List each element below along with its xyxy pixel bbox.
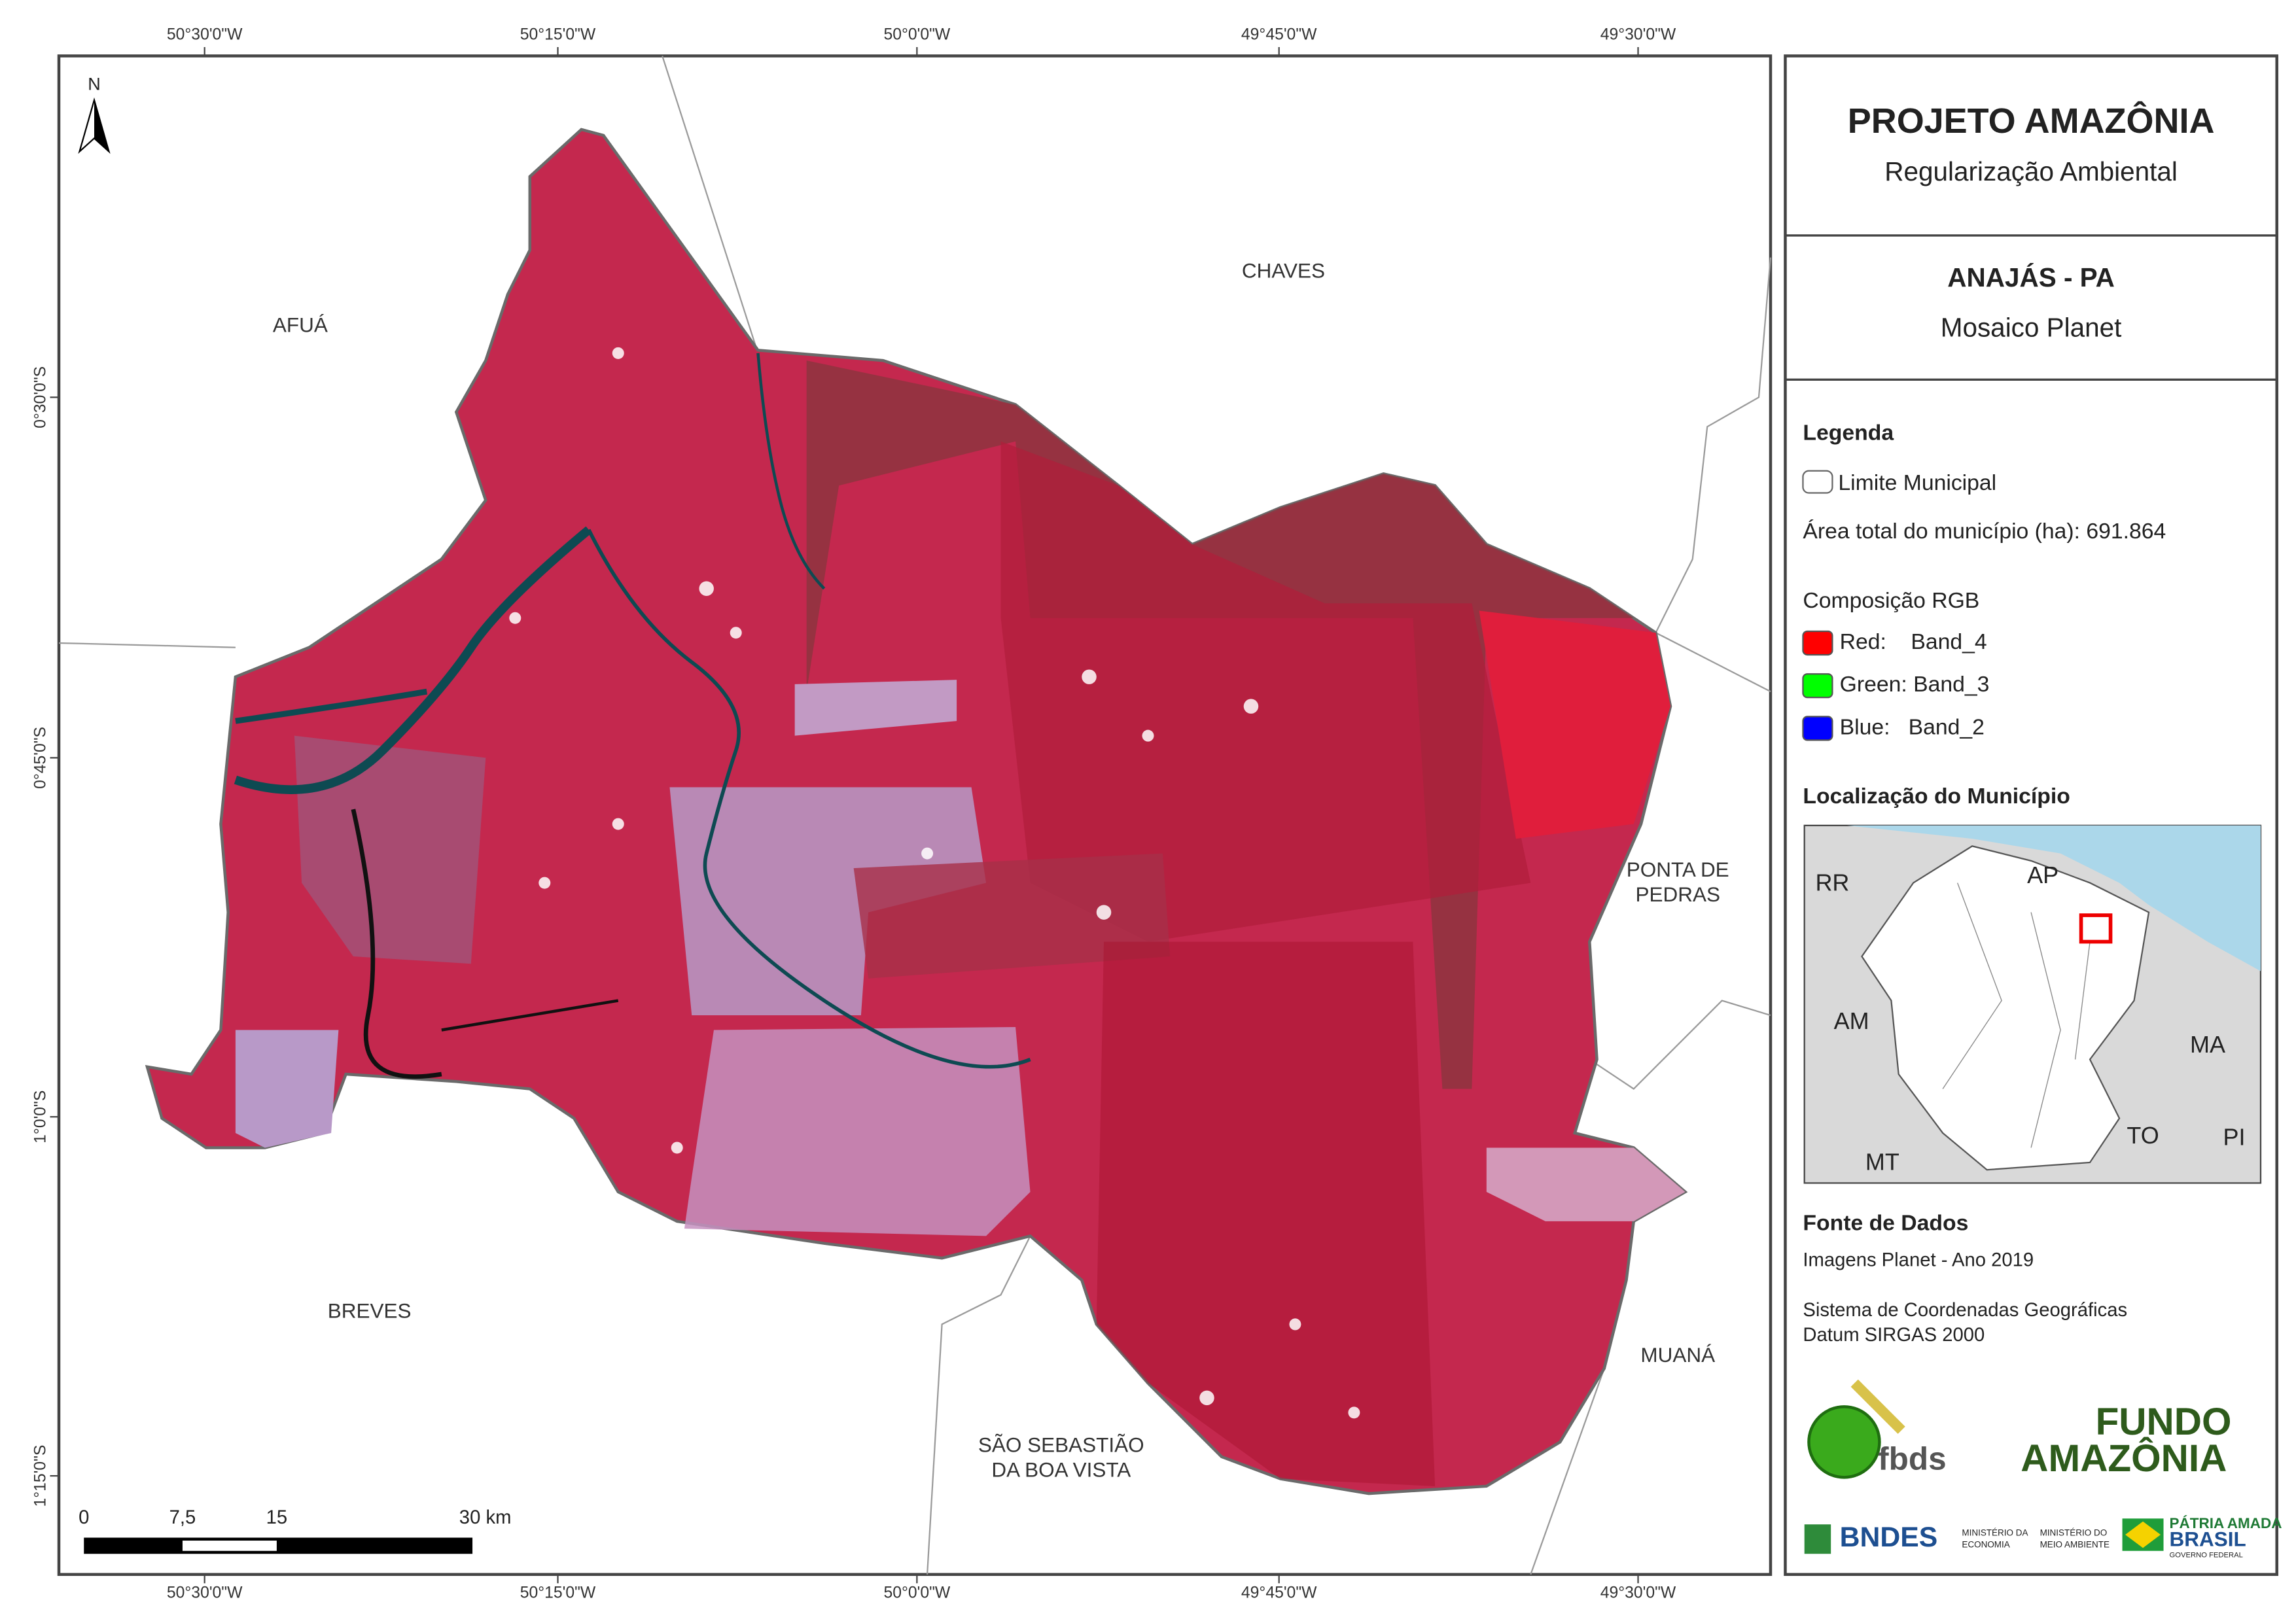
coord-label: 49°30'0"W — [1600, 26, 1676, 44]
logo-text: ECONOMIA — [1962, 1539, 2009, 1549]
coord-label: 0°30'0"S — [32, 366, 50, 428]
state-label: MA — [2190, 1031, 2225, 1058]
coord-label: 0°45'0"S — [32, 727, 50, 789]
inset-map — [1803, 824, 2262, 1184]
neighbor-label: DA BOA VISTA — [991, 1458, 1131, 1482]
state-label: TO — [2127, 1122, 2159, 1149]
source: Sistema de Coordenadas Geográficas — [1803, 1300, 2127, 1321]
coord-label: 50°0'0"W — [883, 1584, 950, 1602]
logo-text: PÁTRIA AMADA — [2170, 1515, 2282, 1531]
rivers — [234, 353, 1031, 1079]
coord-label: 49°30'0"W — [1600, 1584, 1676, 1602]
municipality — [145, 128, 1688, 1495]
band-label: Blue: Band_2 — [1840, 714, 1985, 739]
coord-label: 50°15'0"W — [520, 1584, 596, 1602]
logo-text: FUNDO — [2096, 1401, 2232, 1443]
scale-label: 7,5 — [169, 1507, 196, 1528]
panel — [1784, 54, 2278, 1577]
band-label: Green: Band_3 — [1840, 672, 1990, 697]
logo-shape — [1850, 1379, 1905, 1434]
logo-text: MEIO AMBIENTE — [2040, 1539, 2110, 1549]
neighbor-label: PONTA DE — [1627, 858, 1729, 881]
municipality: ANAJÁS - PA — [1947, 262, 2115, 292]
band-swatch — [1802, 716, 1833, 741]
north-label: N — [88, 75, 101, 94]
neighbor-label: MUANÁ — [1640, 1343, 1715, 1367]
north-arrow-half — [94, 99, 109, 152]
neighbor-label: CHAVES — [1242, 258, 1325, 282]
location-title: Localização do Município — [1803, 784, 2070, 809]
clouds — [437, 347, 1360, 1419]
logo-text: BNDES — [1840, 1522, 1938, 1553]
logo-text: BRASIL — [2170, 1527, 2246, 1550]
legend-label: Limite Municipal — [1838, 470, 1996, 495]
neighbor-label: SÃO SEBASTIÃO — [978, 1433, 1144, 1456]
subtitle: Regularização Ambiental — [1884, 156, 2178, 186]
sources-title: Fonte de Dados — [1803, 1210, 1968, 1235]
title: PROJETO AMAZÔNIA — [1848, 101, 2215, 141]
logo-text: AMAZÔNIA — [2021, 1436, 2227, 1480]
band-label: Red: Band_4 — [1840, 629, 1987, 654]
neighbor-boundaries — [58, 56, 1772, 1575]
scale-label: 0 — [79, 1507, 89, 1528]
rgb-title: Composição RGB — [1803, 588, 1979, 613]
area: Área total do município (ha): 691.864 — [1803, 519, 2166, 544]
state-label: PI — [2223, 1123, 2246, 1150]
legend-swatch — [1802, 470, 1833, 494]
state-label: AM — [1834, 1007, 1869, 1034]
coord-label: 49°45'0"W — [1241, 1584, 1317, 1602]
state-label: MT — [1865, 1149, 1899, 1176]
state-label: AP — [2027, 862, 2058, 888]
logo-text: MINISTÉRIO DO — [2040, 1527, 2108, 1537]
logo-shape — [2125, 1521, 2161, 1548]
source: Datum SIRGAS 2000 — [1803, 1325, 1985, 1346]
neighbor-label: BREVES — [328, 1299, 412, 1323]
logo-text: fbds — [1878, 1441, 1946, 1477]
neighbor-label: AFUÁ — [273, 313, 328, 337]
coord-label: 49°45'0"W — [1241, 26, 1317, 44]
coord-label: 50°30'0"W — [167, 1584, 243, 1602]
coord-label: 50°15'0"W — [520, 26, 596, 44]
state-label: RR — [1815, 869, 1849, 896]
logo-text: GOVERNO FEDERAL — [2170, 1552, 2243, 1560]
band-swatch — [1802, 673, 1833, 699]
logo-shape — [1804, 1524, 1831, 1554]
legend-title: Legenda — [1803, 420, 1894, 445]
source: Imagens Planet - Ano 2019 — [1803, 1249, 2034, 1270]
scale-label: 15 — [266, 1507, 288, 1528]
logo-shape — [1807, 1405, 1881, 1479]
scale-bar-segment — [182, 1541, 277, 1551]
mosaic: Mosaico Planet — [1941, 313, 2122, 343]
band-swatch — [1802, 630, 1833, 656]
neighbor-label: PEDRAS — [1636, 882, 1720, 906]
coord-label: 1°0'0"S — [32, 1091, 50, 1143]
logo-text: MINISTÉRIO DA — [1962, 1527, 2028, 1537]
coord-label: 50°0'0"W — [883, 26, 950, 44]
coord-label: 1°15'0"S — [32, 1445, 50, 1507]
scale-label: 30 km — [459, 1507, 512, 1528]
scale-bar — [84, 1537, 473, 1554]
coord-label: 50°30'0"W — [167, 26, 243, 44]
